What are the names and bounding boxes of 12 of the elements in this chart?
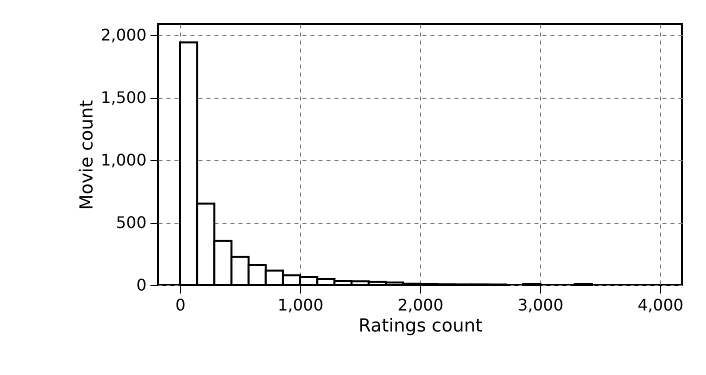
x-tick-label: 0 bbox=[175, 296, 186, 314]
y-axis-title: Movie count bbox=[76, 100, 98, 210]
x-tick-label: 4,000 bbox=[638, 296, 684, 314]
x-axis-title: Ratings count bbox=[358, 316, 482, 336]
x-tick-label: 3,000 bbox=[518, 296, 564, 314]
y-tick-label: 1,000 bbox=[100, 150, 146, 170]
y-tick-label: 2,000 bbox=[100, 26, 146, 45]
x-tick-label: 1,000 bbox=[278, 296, 324, 314]
y-tick-label: 1,500 bbox=[100, 88, 146, 108]
y-tick-label: 500 bbox=[116, 213, 146, 232]
x-tick-label: 2,000 bbox=[398, 296, 444, 314]
y-tick-label: 0 bbox=[136, 276, 146, 294]
